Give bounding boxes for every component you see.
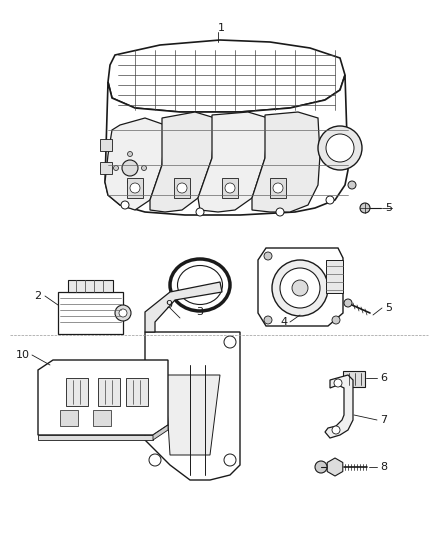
Polygon shape: [100, 162, 112, 174]
Circle shape: [326, 196, 334, 204]
Polygon shape: [165, 375, 220, 455]
Circle shape: [121, 201, 129, 209]
Circle shape: [272, 260, 328, 316]
Polygon shape: [68, 280, 113, 292]
Polygon shape: [252, 112, 320, 212]
Polygon shape: [58, 292, 123, 334]
Circle shape: [326, 134, 354, 162]
Polygon shape: [343, 371, 365, 387]
Polygon shape: [150, 112, 215, 212]
Circle shape: [225, 183, 235, 193]
Circle shape: [273, 183, 283, 193]
Circle shape: [332, 316, 340, 324]
Circle shape: [149, 454, 161, 466]
Circle shape: [344, 299, 352, 307]
Circle shape: [113, 166, 119, 171]
Circle shape: [127, 180, 133, 184]
Circle shape: [177, 183, 187, 193]
Polygon shape: [222, 178, 238, 198]
Polygon shape: [126, 378, 148, 406]
Text: 4: 4: [280, 317, 287, 327]
Text: 5: 5: [385, 203, 392, 213]
Polygon shape: [145, 282, 222, 332]
Polygon shape: [198, 112, 268, 212]
Circle shape: [130, 183, 140, 193]
Text: 9: 9: [165, 300, 172, 310]
Polygon shape: [270, 178, 286, 198]
Polygon shape: [153, 425, 168, 440]
Polygon shape: [145, 332, 240, 480]
Polygon shape: [93, 410, 111, 426]
Polygon shape: [38, 435, 153, 440]
Circle shape: [318, 126, 362, 170]
Circle shape: [127, 151, 133, 157]
Circle shape: [224, 454, 236, 466]
Polygon shape: [38, 360, 168, 435]
Circle shape: [196, 208, 204, 216]
Text: 2: 2: [35, 291, 42, 301]
Circle shape: [348, 181, 356, 189]
Polygon shape: [258, 248, 343, 326]
Circle shape: [115, 305, 131, 321]
Circle shape: [334, 379, 342, 387]
Polygon shape: [108, 40, 345, 112]
Text: 6: 6: [380, 373, 387, 383]
Text: 10: 10: [16, 350, 30, 360]
Circle shape: [122, 160, 138, 176]
Circle shape: [224, 336, 236, 348]
Polygon shape: [100, 139, 112, 151]
Polygon shape: [105, 75, 348, 215]
Circle shape: [315, 461, 327, 473]
Polygon shape: [98, 378, 120, 406]
Text: 8: 8: [380, 462, 387, 472]
Circle shape: [264, 316, 272, 324]
Circle shape: [276, 208, 284, 216]
Circle shape: [280, 268, 320, 308]
Polygon shape: [327, 458, 343, 476]
Circle shape: [141, 166, 146, 171]
Polygon shape: [60, 410, 78, 426]
Text: 1: 1: [218, 23, 225, 33]
Polygon shape: [127, 178, 143, 198]
Text: 5: 5: [385, 303, 392, 313]
Polygon shape: [174, 178, 190, 198]
Circle shape: [119, 309, 127, 317]
Circle shape: [292, 280, 308, 296]
Text: 7: 7: [380, 415, 387, 425]
Polygon shape: [326, 260, 343, 293]
Text: 3: 3: [196, 307, 203, 317]
Polygon shape: [105, 118, 165, 210]
Polygon shape: [66, 378, 88, 406]
Circle shape: [360, 203, 370, 213]
Polygon shape: [325, 375, 353, 438]
Circle shape: [264, 252, 272, 260]
Circle shape: [332, 426, 340, 434]
